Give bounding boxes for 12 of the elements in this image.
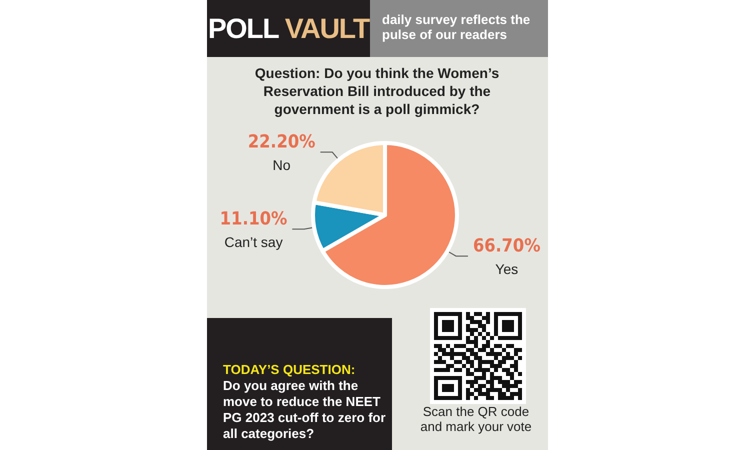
data-label: 22.20% [248,132,316,153]
slice-label: No [272,157,291,174]
text: Do you agree with the move to reduce the NEET PG 2023 cut-off to zero for all categories? [223,378,386,442]
data-label: 11.10% [220,208,288,230]
chart-subtitle: daily survey reflects the pulse of our readers [370,0,548,57]
text: Scan the QR code and mark your vote [419,404,533,434]
chart-title: POLL VAULT [207,0,370,57]
text: Question: Do you think the Women’s Reservation Bill introduced by the government is a poll gimmick? [254,64,500,118]
text: TODAY’S QUESTION: [223,362,356,378]
slice-label: Can’t say [224,234,283,250]
data-label: 66.70% [472,236,540,257]
slice-label: Yes [495,261,518,278]
